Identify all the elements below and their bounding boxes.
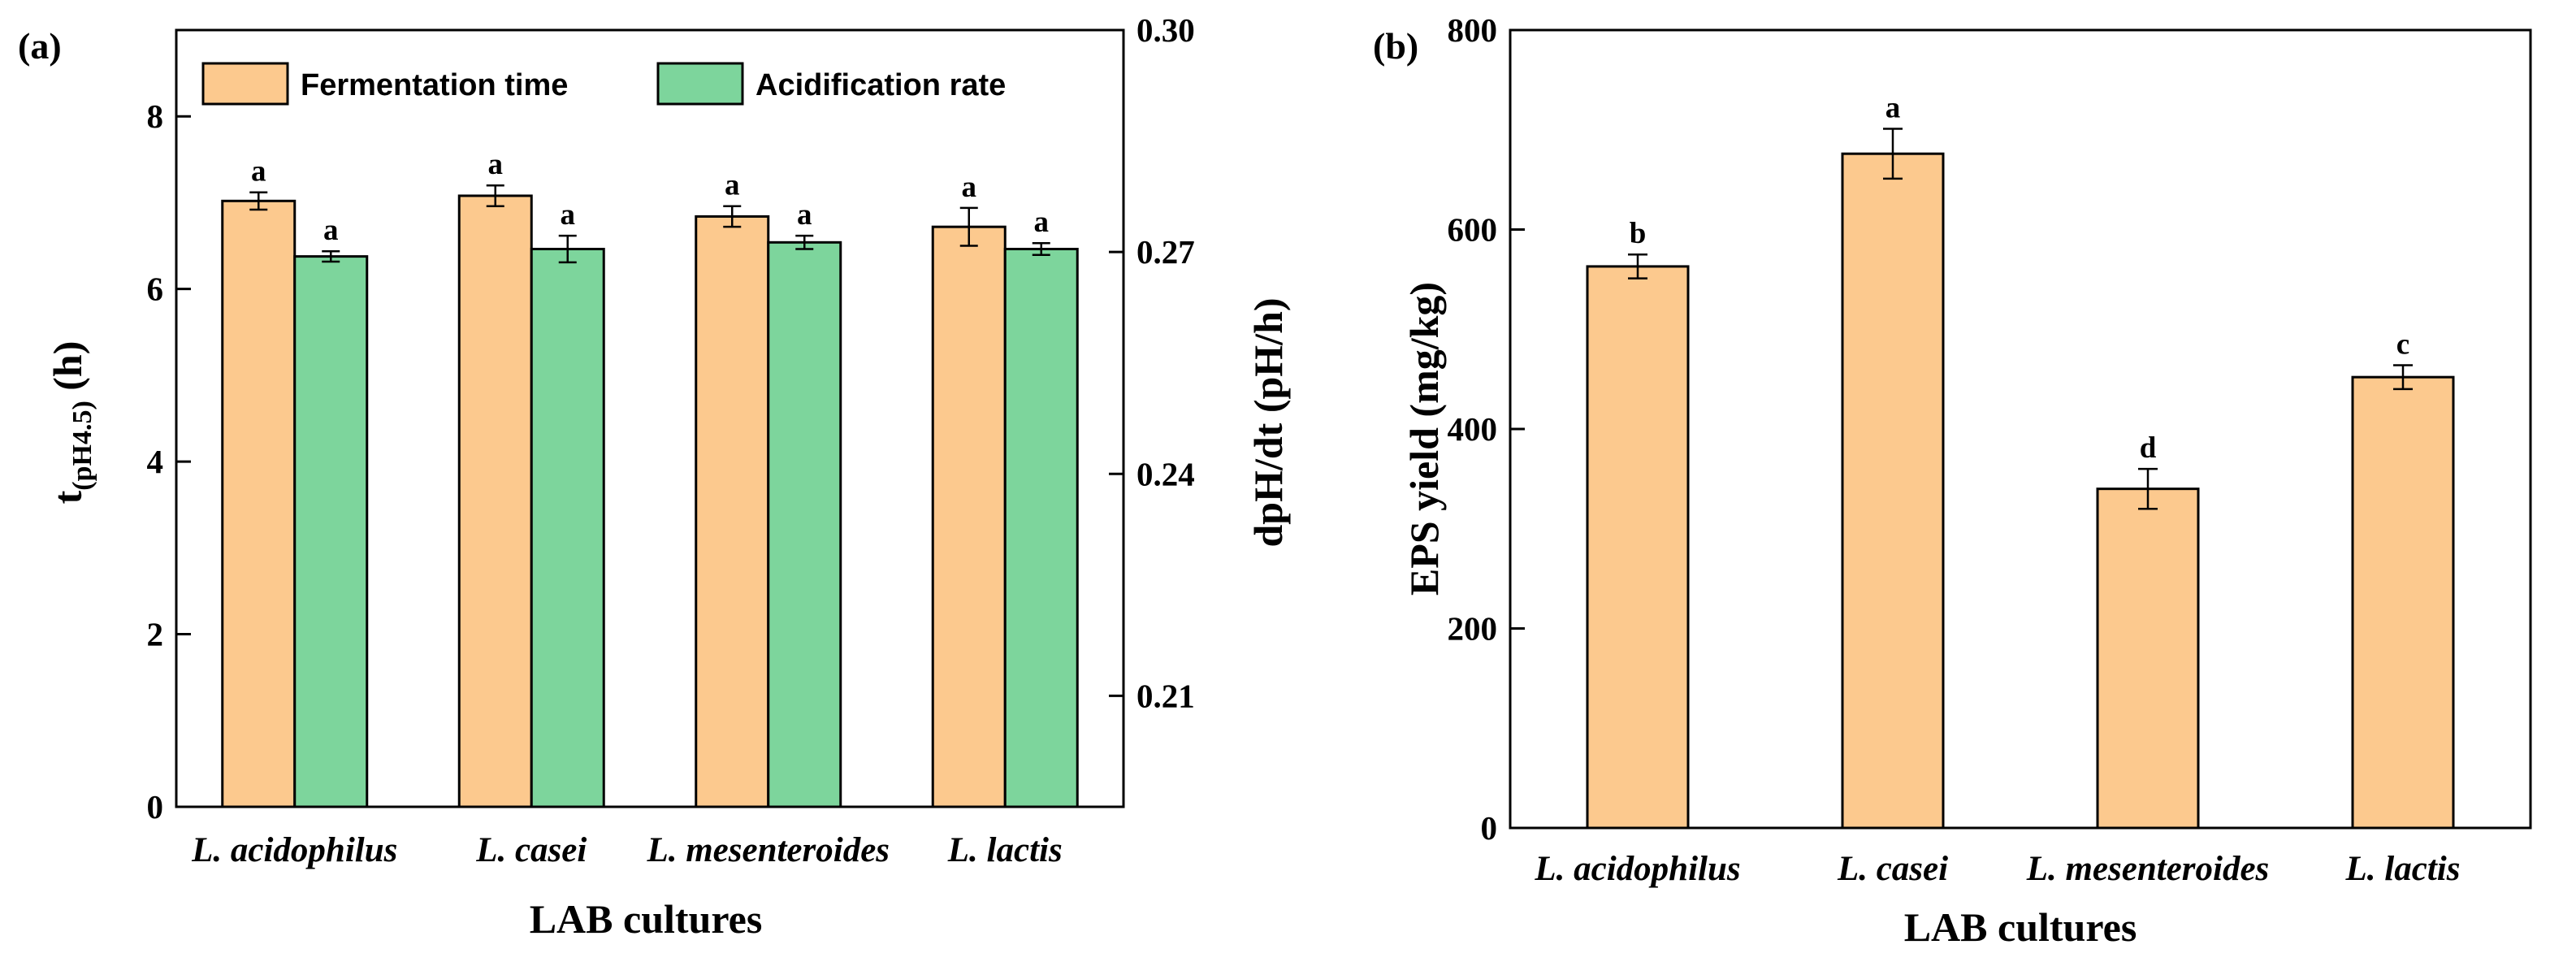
panel-a-error-bars: a a a a a a a a: [249, 148, 1050, 264]
panel-a-left-axis-ticks: 0 2 4 6 8: [147, 98, 191, 826]
significance-label-fermentation-time-l-mesenteroides: a: [725, 169, 740, 202]
panel-a-right-y-axis-title: dpH/dt (pH/h): [1245, 297, 1291, 547]
panel-b-tick-label: 400: [1448, 410, 1498, 448]
panel-a-right-tick-label: 0.21: [1136, 677, 1195, 714]
significance-label-acidification-rate-l-casei: a: [561, 198, 576, 232]
panel-b-y-axis-ticks: 0 200 400 600 800: [1448, 11, 1525, 847]
panel-b-category-label-l-acidophilus: L. acidophilus: [1534, 850, 1740, 888]
bar-acidification-rate-l-casei: [530, 248, 605, 808]
significance-label-acidification-rate-l-acidophilus: a: [323, 214, 339, 247]
panel-a-bars: [221, 194, 1079, 808]
panel-b-error-bars: b a d c: [1628, 92, 2413, 510]
panel-b-tick-label: 800: [1448, 11, 1498, 49]
legend-label-acidification-rate: Acidification rate: [755, 68, 1006, 102]
panel-a-category-label-l-lactis: L. lactis: [947, 831, 1063, 869]
panel-b-tick-label: 0: [1481, 809, 1498, 847]
svg-text:t(pH4.5) (h): t(pH4.5) (h): [45, 341, 97, 505]
panel-a-left-tick-label: 2: [147, 616, 164, 653]
panel-a-right-axis-ticks: 0.21 0.24 0.27 0.30: [1109, 11, 1195, 714]
significance-label-fermentation-time-l-casei: a: [488, 148, 504, 181]
panel-b-y-axis-title: EPS yield (mg/kg): [1401, 282, 1447, 596]
legend: Fermentation time Acidification rate: [201, 62, 1006, 106]
significance-label-fermentation-time-l-acidophilus: a: [251, 155, 266, 188]
panel-b-category-label-l-mesenteroides: L. mesenteroides: [2026, 850, 2270, 888]
panel-a-category-labels: L. acidophilus L. casei L. mesenteroides L.…: [191, 831, 1063, 869]
panel-b-bars: [1586, 152, 2455, 830]
panel-a-tag: (a): [18, 25, 62, 67]
panel-a-left-tick-label: 8: [147, 98, 164, 135]
panel-a-left-tick-label: 6: [147, 271, 164, 308]
panel-a-y-axis-title-main: t: [45, 490, 90, 504]
legend-swatch-acidification-rate: [656, 62, 744, 106]
panel-b-tick-label: 600: [1448, 211, 1498, 249]
panel-a-y-axis-title-sub: (pH4.5): [67, 401, 97, 491]
bar-fermentation-time-l-acidophilus: [221, 199, 297, 808]
panel-a-left-tick-label: 4: [147, 443, 164, 480]
significance-label-eps-yield-l-casei: a: [1885, 92, 1901, 125]
panel-a-chart: (a) a a a a a a a a 0 2 4 6 8 0.21 0.24 0.27 0.30 L. a…: [18, 11, 1291, 942]
bar-eps-yield-l-casei: [1841, 152, 1945, 830]
panel-a-right-tick-label: 0.30: [1136, 11, 1195, 49]
bar-eps-yield-l-mesenteroides: [2096, 488, 2200, 830]
panel-a-category-label-l-mesenteroides: L. mesenteroides: [646, 831, 890, 869]
panel-a-right-tick-label: 0.27: [1136, 233, 1195, 271]
panel-a-plot-frame: [175, 28, 1125, 808]
significance-label-fermentation-time-l-lactis: a: [962, 171, 977, 204]
significance-label-eps-yield-l-mesenteroides: d: [2140, 431, 2157, 465]
bar-acidification-rate-l-acidophilus: [293, 255, 369, 808]
bar-fermentation-time-l-mesenteroides: [695, 214, 770, 808]
panel-b-y-axis-title-text: EPS yield (mg/kg): [1401, 282, 1447, 596]
bar-fermentation-time-l-lactis: [931, 225, 1007, 808]
panel-b-x-axis-title: LAB cultures: [1904, 904, 2137, 950]
panel-b-category-label-l-lactis: L. lactis: [2345, 850, 2461, 888]
panel-b-category-label-l-casei: L. casei: [1837, 850, 1948, 888]
bar-eps-yield-l-lactis: [2351, 375, 2455, 830]
panel-b-tag: (b): [1373, 25, 1418, 67]
legend-label-fermentation-time: Fermentation time: [301, 68, 568, 102]
panel-a-right-y-axis-title-text: dpH/dt (pH/h): [1245, 297, 1291, 547]
bar-acidification-rate-l-mesenteroides: [767, 240, 842, 808]
panel-b-category-labels: L. acidophilus L. casei L. mesenteroides L.…: [1534, 850, 2460, 888]
panel-a-left-tick-label: 0: [147, 788, 164, 826]
significance-label-eps-yield-l-lactis: c: [2396, 327, 2409, 361]
significance-label-eps-yield-l-acidophilus: b: [1630, 217, 1647, 250]
significance-label-acidification-rate-l-mesenteroides: a: [797, 198, 812, 232]
panel-a-category-label-l-acidophilus: L. acidophilus: [191, 831, 397, 869]
panel-a-y-axis-title-unit: (h): [45, 341, 90, 401]
panel-a-x-axis-title: LAB cultures: [530, 896, 763, 942]
legend-swatch-fermentation-time: [201, 62, 289, 106]
bar-fermentation-time-l-casei: [457, 194, 533, 808]
panel-a-y-axis-title: t(pH4.5) (h): [45, 341, 97, 505]
bar-acidification-rate-l-lactis: [1003, 248, 1079, 808]
significance-label-acidification-rate-l-lactis: a: [1034, 206, 1050, 239]
bar-eps-yield-l-acidophilus: [1586, 265, 1690, 830]
panel-a-right-tick-label: 0.24: [1136, 455, 1195, 492]
panel-a-category-label-l-casei: L. casei: [475, 831, 587, 869]
panel-b-tick-label: 200: [1448, 610, 1498, 648]
